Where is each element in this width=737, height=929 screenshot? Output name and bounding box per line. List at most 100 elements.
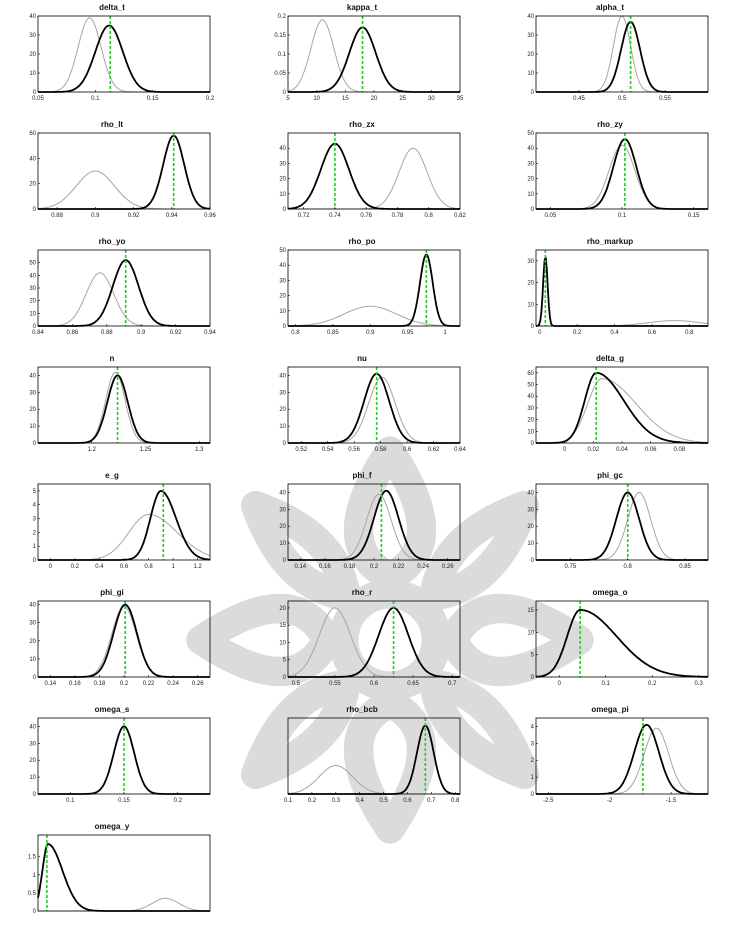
y-tick-label: 0 — [283, 675, 287, 681]
x-tick-label: 0.15 — [688, 213, 700, 219]
x-tick-label: 0.84 — [32, 330, 44, 336]
y-tick-label: 10 — [279, 424, 286, 430]
x-tick-label: 0.1 — [91, 96, 100, 102]
y-tick-label: 30 — [29, 741, 36, 747]
posterior-density-line — [38, 374, 210, 444]
prior-density-line — [288, 376, 460, 444]
y-tick-label: 20 — [527, 177, 534, 183]
plot-frame — [37, 132, 211, 210]
chart-panel-omega-pi: omega_pi -2.5 -2 -1.5 0 1 2 3 4 — [510, 704, 710, 812]
x-tick-label: 0.2 — [648, 681, 657, 687]
y-tick-label: 20 — [279, 524, 286, 530]
chart-title: rho_zy — [597, 120, 623, 129]
plot-frame — [287, 15, 461, 93]
y-tick-label: 40 — [29, 273, 36, 279]
x-tick-label: 0.9 — [137, 330, 146, 336]
x-tick-label: 0.7 — [427, 798, 436, 804]
y-tick-label: 20 — [279, 407, 286, 413]
y-tick-label: 50 — [527, 383, 534, 389]
chart-title: kappa_t — [346, 3, 378, 12]
x-tick-label: 0 — [49, 564, 53, 570]
chart-plot: 0.1 0.2 0.3 0.4 0.5 0.6 0.7 0.8 — [284, 717, 461, 804]
y-tick-label: 20 — [29, 299, 36, 305]
posterior-density-line — [38, 24, 210, 93]
chart-panel-phi-f: phi_f 0.14 0.16 0.18 0.2 0.22 0.24 0.26 0 10 20 30 4… — [262, 470, 462, 578]
x-tick-label: 0.85 — [679, 564, 691, 570]
y-tick-label: 10 — [527, 541, 534, 547]
y-tick-label: 0 — [531, 441, 535, 447]
x-tick-label: 0.22 — [393, 564, 405, 570]
chart-plot: 0 0.2 0.4 0.6 0.8 0 10 20 30 — [527, 249, 709, 336]
prior-density-line — [38, 272, 210, 327]
x-tick-label: 1 — [443, 330, 447, 336]
y-tick-label: 20 — [29, 52, 36, 58]
y-tick-label: 30 — [279, 278, 286, 284]
posterior-density-line — [536, 371, 708, 444]
chart-plot: 0.05 0.1 0.15 0 10 20 30 40 50 — [527, 131, 709, 219]
x-tick-label: 0.8 — [451, 798, 460, 804]
chart-title: alpha_t — [595, 3, 624, 12]
chart-title: rho_lt — [100, 120, 124, 129]
y-tick-label: 30 — [29, 33, 36, 39]
posterior-density-line — [536, 491, 708, 561]
x-tick-label: 0.2 — [308, 798, 317, 804]
y-tick-label: 0 — [531, 207, 535, 213]
y-tick-label: 0 — [33, 792, 37, 798]
x-tick-label: 35 — [457, 96, 464, 102]
posterior-density-line — [536, 138, 708, 210]
chart-panel-rho-bcb: rho_bcb 0.1 0.2 0.3 0.4 0.5 0.6 0.7 0.8 — [262, 704, 462, 812]
chart-panel-rho-lt: rho_lt 0.88 0.9 0.92 0.94 0.96 0 20 40 60 — [12, 119, 216, 227]
x-tick-label: 0.94 — [166, 213, 178, 219]
chart-plot: 0 0.5 1 1.5 — [28, 834, 211, 915]
x-tick-label: 0.8 — [144, 564, 153, 570]
x-tick-label: 0.55 — [659, 96, 671, 102]
y-tick-label: 0 — [33, 909, 37, 915]
plot-frame — [287, 483, 461, 561]
prior-density-line — [288, 493, 460, 561]
x-tick-label: 1.25 — [140, 447, 152, 453]
plot-frame — [535, 366, 709, 444]
x-tick-label: 0.14 — [44, 681, 56, 687]
x-tick-label: -2.5 — [543, 798, 554, 804]
chart-plot: 0.14 0.16 0.18 0.2 0.22 0.24 0.26 0 10 20 30 40 — [279, 483, 461, 570]
y-tick-label: 0 — [33, 90, 37, 96]
chart-panel-delta-g: delta_g 0 0.02 0.04 0.06 0.08 0 10 20 30 40 50 60 — [510, 353, 710, 461]
y-tick-label: 10 — [29, 657, 36, 663]
y-tick-label: 40 — [29, 724, 36, 730]
y-tick-label: 40 — [29, 603, 36, 609]
y-tick-label: 30 — [279, 507, 286, 513]
y-tick-label: 2 — [33, 530, 37, 536]
chart-plot: 0 0.1 0.2 0.3 0 5 10 15 — [527, 600, 709, 687]
y-tick-label: 0 — [531, 558, 535, 564]
x-tick-label: 0.58 — [375, 447, 387, 453]
prior-density-line — [288, 147, 461, 210]
chart-plot: 0.05 0.1 0.15 0.2 0 10 20 30 40 — [29, 14, 215, 102]
plot-frame — [287, 600, 461, 678]
y-tick-label: 20 — [527, 52, 534, 58]
x-tick-label: 0.2 — [71, 564, 80, 570]
chart-plot: 0.14 0.16 0.18 0.2 0.22 0.24 0.26 0 10 20 30 40 — [29, 600, 211, 687]
y-tick-label: 30 — [279, 161, 286, 167]
chart-title: rho_r — [351, 588, 373, 597]
chart-plot: 1.2 1.25 1.3 0 10 20 30 40 — [29, 366, 211, 453]
plot-frame — [37, 600, 211, 678]
chart-plot: 0.5 0.55 0.6 0.65 0.7 0 5 10 15 20 — [279, 600, 461, 687]
x-tick-label: 0.14 — [294, 564, 306, 570]
y-tick-label: 20 — [29, 182, 36, 188]
y-tick-label: 5 — [531, 653, 535, 659]
y-tick-label: 10 — [29, 424, 36, 430]
chart-panel-kappa-t: kappa_t 5 10 15 20 25 30 35 0 0.05 0.1 0.15 0.2 — [262, 2, 464, 110]
x-tick-label: 0.05 — [32, 96, 44, 102]
y-tick-label: 0 — [283, 324, 287, 330]
x-tick-label: 0.65 — [407, 681, 419, 687]
y-tick-label: 0 — [283, 90, 287, 96]
chart-panel-e-g: e_g 0 0.2 0.4 0.6 0.8 1 1.2 0 1 2 3 4 5 — [12, 470, 212, 578]
chart-title: delta_g — [595, 354, 624, 363]
y-tick-label: 40 — [279, 490, 286, 496]
x-tick-label: 0.1 — [602, 681, 611, 687]
y-tick-label: 30 — [29, 621, 36, 627]
y-tick-label: 0.2 — [278, 14, 287, 20]
x-tick-label: 25 — [399, 96, 406, 102]
y-tick-label: 20 — [29, 639, 36, 645]
